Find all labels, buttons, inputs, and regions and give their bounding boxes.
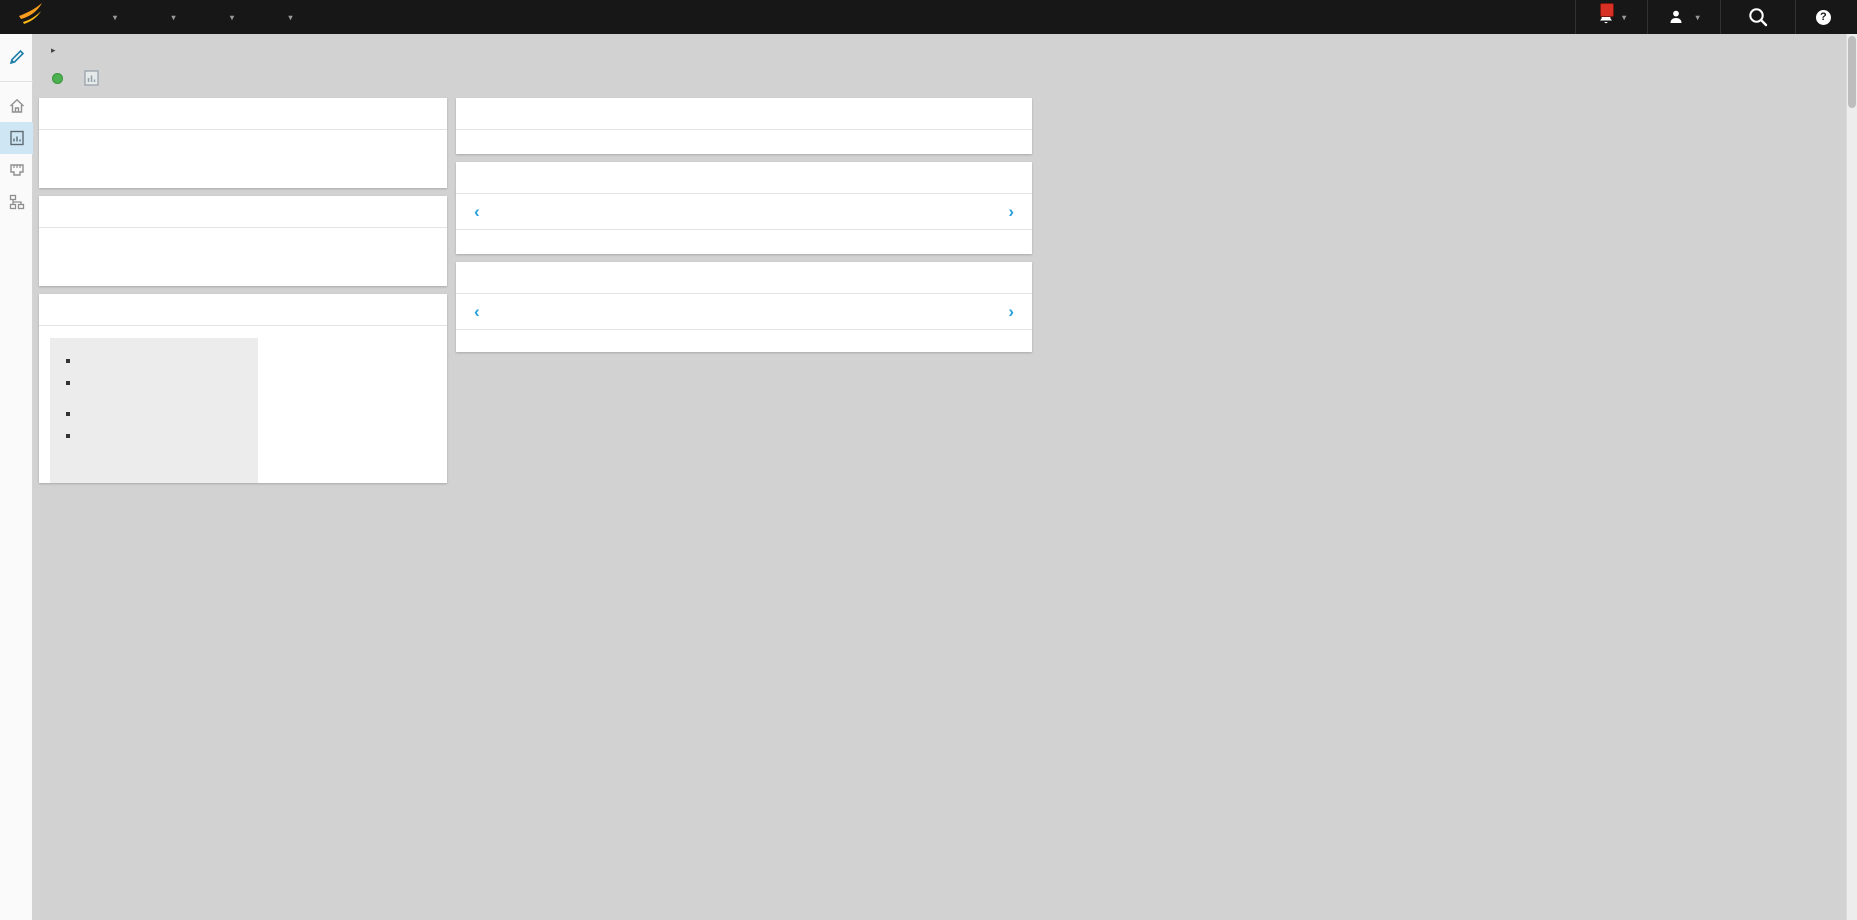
breadcrumb-arrow-icon: ▸ — [51, 45, 56, 56]
latency-legend — [456, 232, 1032, 254]
ethernet-port-icon — [8, 161, 26, 179]
topology-icon — [8, 193, 26, 211]
info-bullets — [65, 351, 243, 391]
page-scrollbar — [1846, 34, 1857, 920]
sidebar-item-home[interactable] — [0, 90, 33, 122]
widget-minmax-cpu-load: ‹ › — [456, 262, 1032, 352]
nav-reports[interactable]: ▾ — [200, 0, 259, 34]
notification-count-badge — [1600, 3, 1614, 17]
solarwinds-swirl-icon — [17, 3, 43, 25]
range-end-group: › — [856, 203, 1016, 220]
main-menu: ▾ ▾ ▾ ▾ — [83, 0, 317, 34]
prev-period-arrow[interactable]: ‹ — [472, 303, 482, 320]
page-body: ▸ — [0, 34, 1857, 920]
help-button[interactable]: ? — [1795, 0, 1857, 34]
main-content: ▸ — [33, 34, 1857, 920]
nav-settings[interactable]: ▾ — [259, 0, 318, 34]
chevron-down-icon: ▾ — [1622, 13, 1626, 22]
sample-multiline-chart — [258, 338, 447, 483]
sidebar-item-edit-page[interactable] — [0, 42, 33, 82]
widget-header — [39, 196, 447, 228]
user-icon — [1668, 9, 1684, 25]
chevron-down-icon: ▾ — [1696, 13, 1700, 22]
prev-period-arrow[interactable]: ‹ — [472, 203, 482, 220]
question-mark-icon: ? — [1816, 10, 1831, 25]
nav-my-dashboards[interactable]: ▾ — [83, 0, 142, 34]
chevron-down-icon: ▾ — [113, 13, 118, 22]
notifications-button[interactable]: ▾ — [1575, 0, 1646, 34]
gauge-row — [39, 130, 447, 188]
breadcrumb: ▸ — [33, 34, 1857, 62]
chevron-down-icon: ▾ — [289, 13, 294, 22]
page-title — [45, 70, 1857, 86]
bar-chart-icon — [8, 129, 26, 147]
topbar-right-cluster: ▾ ▾ ? — [1575, 0, 1857, 34]
widget-multiple-object-chart — [39, 294, 447, 483]
widget-columns: ‹ › — [39, 98, 1857, 483]
top-navigation-bar: ▾ ▾ ▾ ▾ ▾ ▾ — [0, 0, 1857, 34]
widget-header — [456, 98, 1032, 130]
user-menu[interactable]: ▾ — [1647, 0, 1720, 34]
range-start-group: ‹ — [472, 203, 632, 220]
widget-cpu-memory-utilization — [39, 196, 447, 286]
pencil-icon — [8, 48, 26, 66]
sidebar-item-node-details[interactable] — [0, 122, 33, 154]
next-period-arrow[interactable]: › — [1006, 203, 1016, 220]
realtime-legend — [456, 132, 1032, 154]
widget-header — [456, 262, 1032, 294]
next-period-arrow[interactable]: › — [1006, 303, 1016, 320]
node-status-up-icon — [52, 73, 63, 84]
widget-header — [39, 98, 447, 130]
left-column — [39, 98, 447, 483]
sidebar-item-interfaces[interactable] — [0, 154, 33, 186]
minmax-chart-row — [456, 330, 1032, 352]
info-bullet — [80, 351, 243, 369]
left-sidebar — [0, 34, 33, 920]
time-range-selector: ‹ › — [456, 194, 1032, 230]
vital-stats-view-icon — [84, 70, 99, 86]
search-icon — [1747, 6, 1769, 28]
sidebar-item-topology[interactable] — [0, 186, 33, 218]
home-icon — [8, 97, 26, 115]
widget-header — [456, 162, 1032, 194]
widget-network-latency-packet-loss: ‹ › — [456, 162, 1032, 254]
click-edit-item — [80, 426, 243, 444]
nav-alerts-activity[interactable]: ▾ — [142, 0, 201, 34]
action-bullets — [65, 404, 243, 444]
search-button[interactable] — [1720, 0, 1795, 34]
gauge-row — [39, 228, 447, 286]
widget-response-time-packet-loss — [39, 98, 447, 188]
widget-cpu-memory-realtime — [456, 98, 1032, 154]
chevron-down-icon: ▾ — [230, 13, 235, 22]
select-objects-item — [80, 404, 243, 422]
solarwinds-logo[interactable] — [0, 0, 57, 34]
chevron-down-icon: ▾ — [172, 13, 177, 22]
right-column: ‹ › — [456, 98, 1032, 352]
range-end-group: › — [856, 303, 1016, 320]
scrollbar-thumb[interactable] — [1848, 36, 1856, 108]
time-range-selector: ‹ › — [456, 294, 1032, 330]
info-bullet — [80, 373, 243, 391]
multi-object-body — [39, 326, 447, 483]
widget-header — [39, 294, 447, 326]
range-start-group: ‹ — [472, 303, 632, 320]
multi-object-info-box — [50, 338, 258, 483]
